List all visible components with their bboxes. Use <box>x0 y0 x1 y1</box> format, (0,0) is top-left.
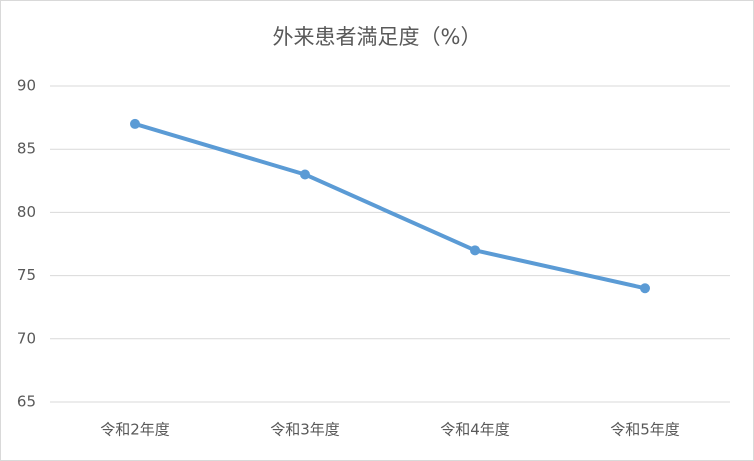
marker <box>300 169 310 180</box>
marker <box>640 283 650 294</box>
marker <box>130 118 140 129</box>
x-tick-label: 令和3年度 <box>270 421 340 439</box>
marker <box>470 245 480 256</box>
y-tick-label: 65 <box>17 393 36 411</box>
y-tick-label: 75 <box>17 266 36 284</box>
x-tick-label: 令和2年度 <box>100 421 170 439</box>
chart-title: 外来患者満足度（%） <box>273 25 482 49</box>
y-tick-label: 80 <box>17 203 36 221</box>
x-tick-label: 令和5年度 <box>610 421 680 439</box>
x-tick-label: 令和4年度 <box>440 421 510 439</box>
y-tick-label: 70 <box>17 329 36 347</box>
y-tick-label: 85 <box>17 140 36 158</box>
y-tick-label: 90 <box>17 77 36 95</box>
line <box>133 121 647 291</box>
